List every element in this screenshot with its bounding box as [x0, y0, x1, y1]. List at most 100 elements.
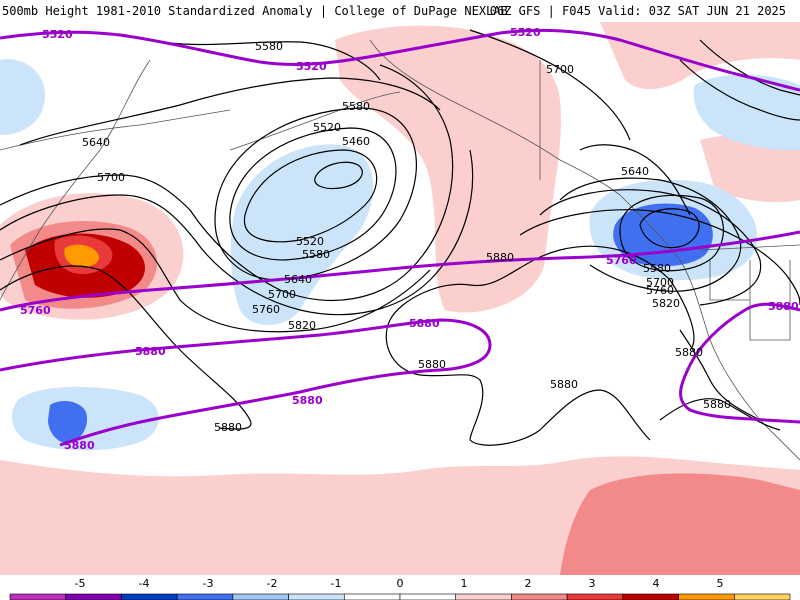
run-info: 06Z GFS | F045 Valid: 03Z SAT JUN 21 202… — [489, 4, 786, 18]
contour-5880-mx — [659, 398, 781, 431]
colorbar-tick-label: -1 — [331, 577, 342, 590]
colorbar-swatch — [455, 593, 512, 600]
contour-label: 5820 — [288, 319, 316, 332]
colorbar-tick-label: 1 — [461, 577, 468, 590]
contour-label: 5580 — [643, 262, 671, 275]
negative-anomaly-nw-corner — [0, 59, 45, 135]
anomaly-shading — [0, 22, 800, 575]
contour-5640-north — [19, 77, 441, 146]
contour-label: 5580 — [255, 40, 283, 53]
positive-anomaly-ne-pacific — [335, 25, 562, 313]
highlight-label: 5520 — [296, 60, 327, 73]
contour-label: 5880 — [418, 358, 446, 371]
highlight-5760 — [0, 230, 800, 312]
contour-pnw-ring-2 — [619, 194, 724, 272]
contour-5880-ca — [679, 329, 761, 421]
highlight-5880-west — [0, 318, 492, 447]
contour-5700-west — [0, 64, 454, 301]
contour-label: 5640 — [284, 273, 312, 286]
colorbar-swatch — [121, 593, 178, 600]
state-lines — [709, 260, 791, 341]
weather-map: 5580 5640 5700 5580 5520 5460 5520 5580 … — [0, 22, 800, 575]
contour-label: 5760 — [646, 284, 674, 297]
alaska-coast — [369, 39, 621, 196]
colorbar-tick-label: -2 — [267, 577, 278, 590]
contour-ne-canada-2 — [699, 39, 800, 96]
contour-label: 5880 — [214, 421, 242, 434]
colorbar-swatch — [566, 593, 624, 600]
positive-anomaly-ne-corner — [700, 134, 800, 202]
contour-5580-upper — [149, 39, 381, 81]
contour-label: 5520 — [313, 121, 341, 134]
contour-label: 5700 — [97, 171, 125, 184]
map-title: 500mb Height 1981-2010 Standardized Anom… — [2, 4, 508, 18]
highlight-label: 5880 — [768, 300, 799, 313]
colorbar-swatch — [9, 593, 67, 600]
contour-labels: 5580 5640 5700 5580 5520 5460 5520 5580 … — [82, 40, 731, 434]
contour-ne-canada — [679, 59, 800, 121]
positive-anomaly-n-canada — [600, 22, 800, 90]
contour-pnw-5760 — [539, 189, 762, 306]
colorbar-swatch — [622, 593, 679, 600]
contour-pnw-5700 — [559, 177, 742, 292]
contour-label: 5880 — [550, 378, 578, 391]
contour-label: 5700 — [546, 63, 574, 76]
positive-anomaly-japan-5 — [64, 244, 99, 268]
highlight-label: 5880 — [292, 394, 323, 407]
highlight-label: 5760 — [606, 254, 637, 267]
colorbar-tick-label: 4 — [653, 577, 660, 590]
negative-anomaly-hudson — [693, 74, 800, 151]
contour-5760-west — [0, 149, 474, 316]
siberia-coast — [0, 109, 231, 151]
contour-pnw-5820 — [519, 209, 800, 306]
highlight-5520-north — [0, 28, 800, 92]
highlight-contours — [0, 28, 800, 447]
colorbar-swatch — [511, 593, 568, 600]
header-bar: 500mb Height 1981-2010 Standardized Anom… — [0, 0, 800, 20]
highlight-label: 5880 — [135, 345, 166, 358]
contour-5700-ak — [469, 29, 631, 141]
contour-5520 — [243, 149, 378, 243]
colorbar-swatch — [733, 593, 791, 600]
highlight-label: 5520 — [42, 28, 73, 41]
colorbar-tick-label: 3 — [589, 577, 596, 590]
colorbar-swatch — [288, 593, 345, 600]
contour-5580-ring — [229, 127, 397, 261]
highlight-label: 5760 — [20, 304, 51, 317]
aleutian-chain — [229, 91, 401, 151]
contour-label: 5580 — [342, 100, 370, 113]
contour-label: 5700 — [268, 288, 296, 301]
contour-label: 5820 — [652, 297, 680, 310]
highlight-label: 5520 — [510, 26, 541, 39]
colorbar-tick-label: -4 — [139, 577, 150, 590]
contour-label: 5640 — [82, 136, 110, 149]
height-contours — [0, 29, 800, 446]
contour-label: 5700 — [646, 276, 674, 289]
colorbar-swatch — [232, 593, 289, 600]
contour-label: 5640 — [621, 165, 649, 178]
colorbar-swatch — [399, 593, 457, 600]
contour-5880-loop — [385, 319, 651, 446]
colorbar-swatch — [678, 593, 735, 600]
positive-anomaly-s-pacific-2 — [560, 473, 800, 575]
contour-label: 5880 — [486, 251, 514, 264]
contour-label: 5760 — [252, 303, 280, 316]
asia-east-coast — [0, 59, 151, 301]
colorbar-tick-label: 0 — [397, 577, 404, 590]
colorbar-ticks: -5 -4 -3 -2 -1 0 1 2 3 4 5 — [75, 577, 724, 590]
contour-5640-bc — [579, 144, 691, 216]
colorbar-tick-label: -5 — [75, 577, 86, 590]
us-border — [699, 244, 800, 251]
contour-label: 5520 — [296, 235, 324, 248]
negative-anomaly-pnw-2 — [613, 203, 713, 267]
contour-5820-west — [0, 228, 431, 333]
colorbar-tick-label: 2 — [525, 577, 532, 590]
contour-5880-central — [389, 245, 695, 351]
contour-label: 5580 — [302, 248, 330, 261]
highlight-label: 5880 — [409, 317, 440, 330]
contour-label: 5460 — [342, 135, 370, 148]
contour-5460 — [314, 161, 363, 190]
highlight-5880-east — [679, 302, 800, 424]
contour-label: 5880 — [703, 398, 731, 411]
north-america-west-coast — [619, 194, 800, 461]
